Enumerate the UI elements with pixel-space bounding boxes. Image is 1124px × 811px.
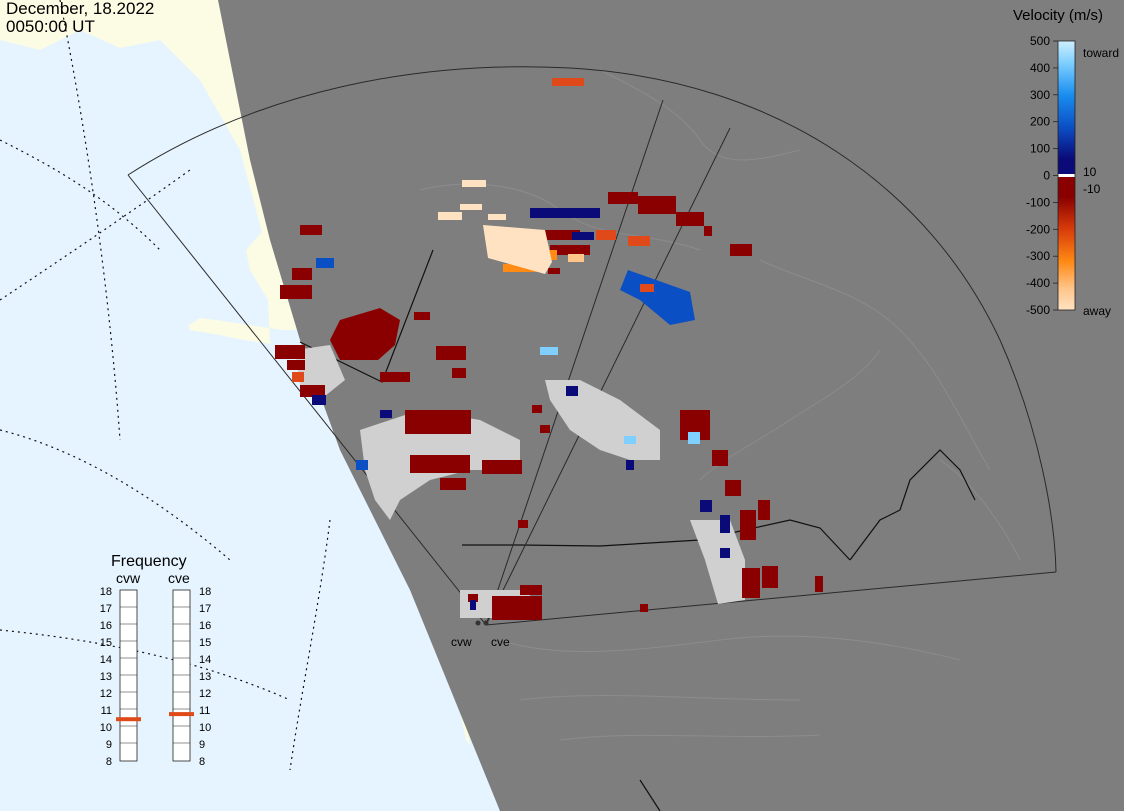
frequency-level-left: 14	[100, 654, 112, 666]
colorbar-tick-label: 100	[1030, 142, 1050, 156]
frequency-level-right: 16	[199, 620, 211, 632]
cve-site-label: cve	[491, 635, 510, 649]
alaska-landmass	[0, 0, 300, 340]
velocity-colorbar: Velocity (m/s) 500 400 300 200 100 0 -100 -200 -…	[1013, 7, 1119, 318]
frequency-level-right: 13	[199, 671, 211, 683]
frequency-panel: Frequency cvw cve 18 18 17 17 16 16 15 15 14 14 13…	[100, 553, 212, 768]
colorbar-tick-label: -400	[1026, 276, 1050, 290]
colorbar-tick-label: 200	[1030, 115, 1050, 129]
colorbar-tick-label: 500	[1030, 34, 1050, 48]
colorbar-ticks: 500 400 300 200 100 0 -100 -200 -300 -400 -500	[1026, 34, 1058, 317]
frequency-level-right: 9	[199, 739, 205, 751]
colorbar-title: Velocity (m/s)	[1013, 7, 1103, 24]
frequency-label-cve: cve	[168, 570, 190, 586]
colorbar-gradient	[1057, 40, 1076, 311]
frequency-title: Frequency	[111, 553, 187, 570]
frequency-level-right: 14	[199, 654, 211, 666]
frequency-bars: 18 18 17 17 16 16 15 15 14 14 13 13 12 12 11 11 10 10 9 9 8 8	[100, 586, 212, 768]
frequency-bar-cve	[172, 589, 191, 762]
frequency-level-left: 17	[100, 603, 112, 615]
timestamp-date: December, 18.2022	[6, 0, 155, 18]
colorbar-threshold-pos: 10	[1083, 165, 1097, 179]
cvw-site-label: cvw	[451, 635, 472, 649]
frequency-marker-cvw	[116, 717, 141, 722]
colorbar-away-label: away	[1083, 304, 1111, 318]
night-region	[218, 0, 1124, 811]
colorbar-toward-label: toward	[1083, 46, 1119, 60]
frequency-level-right: 18	[199, 586, 211, 598]
colorbar-tick-label: 0	[1043, 169, 1050, 183]
frequency-level-right: 17	[199, 603, 211, 615]
cve-site-marker	[483, 620, 489, 626]
colorbar-tick-label: -300	[1026, 249, 1050, 263]
frequency-level-left: 18	[100, 586, 112, 598]
timestamp: December, 18.2022 0050:00 UT	[6, 0, 154, 36]
frequency-level-left: 11	[101, 705, 112, 717]
colorbar-tick-label: -100	[1026, 195, 1050, 209]
frequency-level-right: 15	[199, 637, 211, 649]
frequency-level-right: 11	[199, 705, 210, 717]
frequency-marker-cve	[169, 712, 194, 717]
frequency-level-left: 10	[100, 722, 112, 734]
graticule	[0, 0, 331, 771]
colorbar-tick-label: 400	[1030, 61, 1050, 75]
frequency-level-left: 9	[106, 739, 112, 751]
frequency-level-right: 10	[199, 722, 211, 734]
colorbar-tick-label: 300	[1030, 88, 1050, 102]
frequency-level-right: 12	[199, 688, 211, 700]
frequency-label-cvw: cvw	[116, 570, 141, 586]
cvw-site-marker	[475, 620, 481, 626]
frequency-level-left: 8	[106, 756, 112, 768]
colorbar-tick-label: -500	[1026, 303, 1050, 317]
frequency-bar-cvw	[119, 589, 138, 762]
colorbar-tick-label: -200	[1026, 222, 1050, 236]
frequency-level-left: 15	[100, 637, 112, 649]
velocity-echoes	[275, 78, 823, 620]
frequency-level-right: 8	[199, 756, 205, 768]
frequency-level-left: 16	[100, 620, 112, 632]
radar-fov-outline	[127, 66, 1057, 626]
timestamp-time: 0050:00 UT	[6, 17, 95, 36]
frequency-level-left: 12	[100, 688, 112, 700]
colorbar-threshold-neg: -10	[1083, 182, 1101, 196]
frequency-level-left: 13	[100, 671, 112, 683]
aleutian-islands	[188, 324, 272, 344]
